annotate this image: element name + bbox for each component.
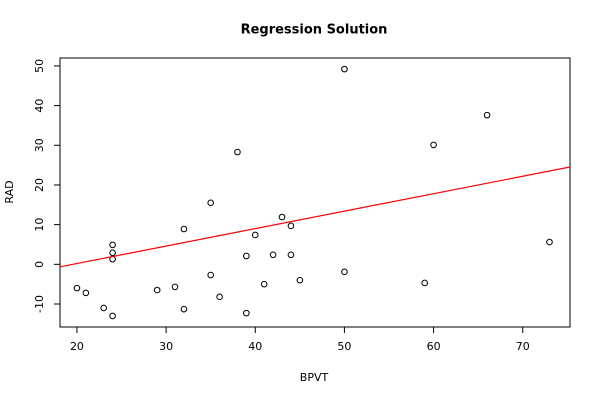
y-tick-label: 30 bbox=[33, 138, 46, 152]
y-axis-label: RAD bbox=[3, 180, 16, 203]
point bbox=[421, 279, 428, 287]
y-tick-label: 40 bbox=[33, 99, 46, 113]
point bbox=[171, 283, 179, 291]
point bbox=[546, 238, 553, 246]
x-axis-label: BPVT bbox=[300, 371, 329, 384]
x-tick-label: 70 bbox=[516, 340, 530, 353]
x-tick-label: 20 bbox=[70, 340, 84, 353]
point bbox=[234, 148, 241, 156]
point bbox=[341, 268, 348, 276]
y-tick-label: 10 bbox=[33, 218, 46, 232]
regression-line bbox=[59, 166, 571, 268]
point bbox=[483, 111, 491, 119]
point bbox=[287, 251, 295, 259]
point bbox=[278, 213, 286, 221]
point bbox=[180, 225, 188, 233]
point bbox=[296, 276, 304, 284]
point bbox=[243, 309, 250, 317]
x-tick-label: 60 bbox=[427, 340, 441, 353]
y-tick-label: 50 bbox=[33, 59, 46, 73]
point bbox=[207, 199, 214, 207]
point bbox=[269, 251, 277, 259]
chart-title: Regression Solution bbox=[241, 23, 388, 38]
point bbox=[243, 252, 250, 260]
point bbox=[180, 305, 188, 313]
y-tick-label: 20 bbox=[33, 178, 46, 192]
point bbox=[82, 289, 90, 297]
plot-frame bbox=[59, 57, 571, 328]
point bbox=[73, 284, 81, 292]
point bbox=[251, 231, 259, 239]
point bbox=[109, 249, 116, 257]
y-tick-label: -10 bbox=[33, 295, 46, 313]
point bbox=[341, 65, 348, 73]
point bbox=[430, 141, 437, 149]
x-tick-label: 40 bbox=[248, 340, 262, 353]
point bbox=[287, 222, 295, 230]
point bbox=[109, 312, 116, 320]
point bbox=[260, 280, 268, 288]
point bbox=[216, 293, 223, 301]
point bbox=[207, 271, 214, 279]
x-tick-label: 50 bbox=[337, 340, 351, 353]
point bbox=[109, 241, 116, 249]
x-tick-label: 30 bbox=[159, 340, 173, 353]
point bbox=[153, 286, 161, 294]
point bbox=[100, 304, 107, 312]
y-tick-label: 0 bbox=[33, 261, 46, 268]
